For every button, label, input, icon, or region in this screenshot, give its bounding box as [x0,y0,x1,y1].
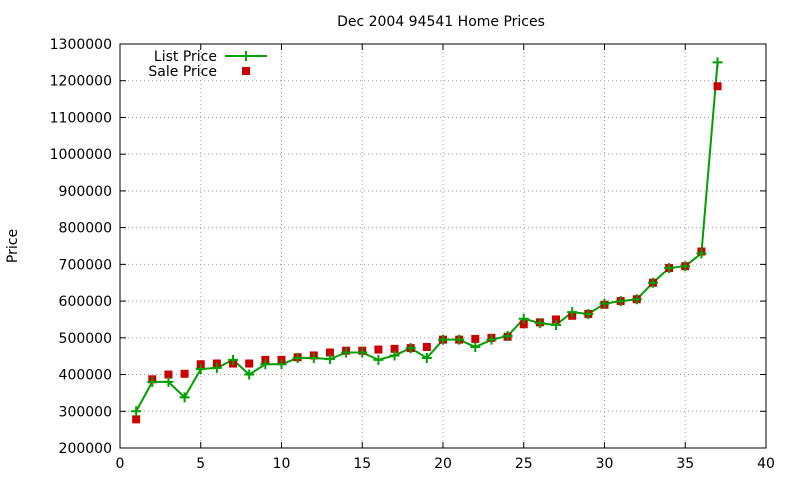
y-axis-label: Price [5,229,21,263]
list-price-point [664,263,675,274]
list-price-point [211,362,222,373]
list-price-point [341,347,352,358]
y-tick-label: 1100000 [50,110,112,126]
list-price-point [438,334,448,345]
list-price-point [534,318,545,329]
list-price-point [357,347,368,358]
list-price-point [518,313,529,324]
sale-price-point [713,82,722,91]
list-price-point [615,296,626,307]
sale-price-point [552,315,561,324]
sale-price-point [374,345,383,354]
list-price-point [244,369,255,380]
list-price-point [486,334,497,345]
legend-label-list-price: List Price [154,49,217,65]
y-tick-label: 400000 [59,368,112,384]
list-price-point [260,359,271,370]
sale-price-point [164,370,173,379]
legend-marker-list-price [241,51,251,61]
x-tick-label: 20 [434,456,452,472]
y-axis-ticks: 200000 300000 400000 500000 600000 700000 8000… [50,37,766,457]
y-tick-label: 1200000 [50,74,112,90]
grid-lines [120,44,766,448]
list-price-point [583,308,594,319]
y-tick-label: 900000 [59,184,112,200]
list-price-point [696,248,707,259]
sale-price-point [519,320,528,329]
list-price-point [631,294,642,305]
y-tick-label: 500000 [59,331,112,347]
sale-price-point [180,369,189,378]
x-tick-label: 10 [273,456,291,472]
sale-price-point [325,348,334,357]
list-price-point [276,359,287,370]
list-price-point [647,277,658,288]
sale-price-point [422,343,431,351]
list-price-point [502,330,513,341]
list-price-point [179,392,190,403]
y-tick-label: 200000 [59,441,112,457]
list-price-point [324,354,335,365]
series-layer [131,57,723,424]
list-price-point [454,334,465,345]
x-tick-label: 0 [116,456,125,472]
y-tick-label: 300000 [59,404,112,420]
list-price-point [599,298,610,309]
list-price-point [373,354,384,365]
legend-label-sale-price: Sale Price [148,64,217,80]
list-price-point [292,353,303,364]
x-tick-label: 5 [196,456,205,472]
y-tick-label: 1300000 [50,37,112,53]
chart-title: Dec 2004 94541 Home Prices [337,14,545,30]
list-price-point [131,406,142,417]
list-price-point [405,343,416,354]
list-price-point [308,353,319,364]
x-tick-label: 35 [676,456,694,472]
x-tick-label: 40 [757,456,775,472]
x-tick-label: 15 [353,456,371,472]
list-price-point [195,364,206,375]
sale-price-point [471,334,480,343]
sale-price-point [132,415,141,424]
list-price-point [551,319,562,330]
sale-price-point [245,359,254,368]
x-tick-label: 30 [596,456,614,472]
list-price-point [421,353,432,364]
legend: List Price Sale Price [148,49,267,80]
legend-marker-sale-price [242,67,250,75]
list-price-point [147,376,158,387]
y-tick-label: 800000 [59,221,112,237]
y-tick-label: 700000 [59,257,112,273]
list-price-point [389,350,400,361]
list-price-point [680,261,691,272]
list-price-point [163,376,174,387]
list-price-point [567,307,578,318]
list-price-point [470,342,481,352]
x-tick-label: 25 [515,456,533,472]
y-tick-label: 1000000 [50,147,112,163]
x-axis-ticks: 0 5 10 15 20 25 30 35 40 [116,44,775,472]
list-price-point [712,57,723,68]
list-price-point [228,354,239,365]
y-tick-label: 600000 [59,294,112,310]
sale-price-point [390,344,399,353]
